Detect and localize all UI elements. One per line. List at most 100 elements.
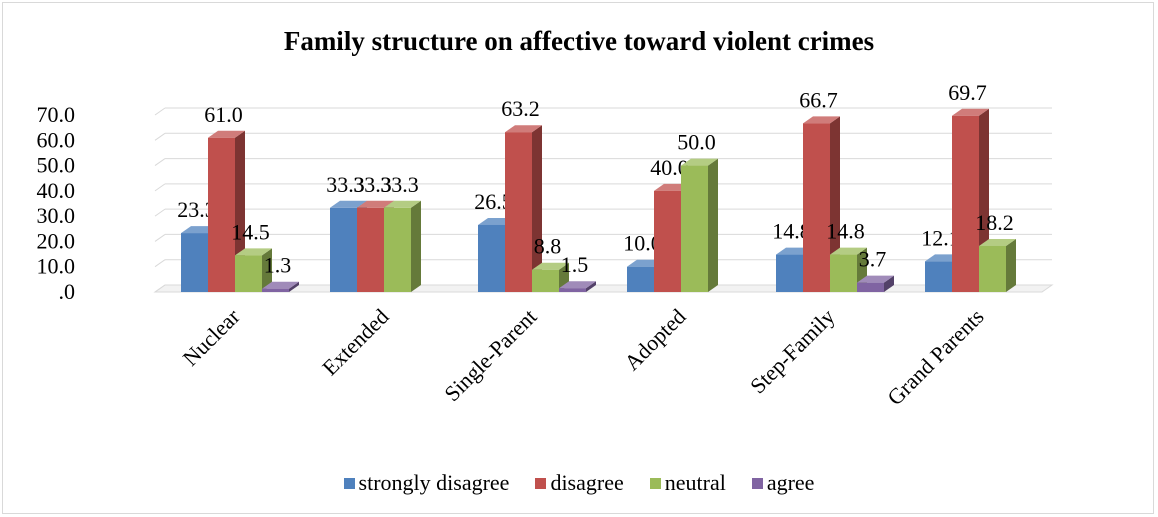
bar-top [384,200,421,208]
bar [208,130,245,292]
data-label: 3.7 [859,247,887,272]
data-label: 1.3 [264,253,292,278]
bar-front [925,261,952,292]
data-label: 14.8 [826,219,865,244]
bar-front [681,165,708,292]
bar [532,262,569,292]
legend-label: strongly disagree [358,470,510,495]
bar-front [803,123,830,292]
bar-top [235,248,272,256]
bar [235,248,272,292]
y-tick-label: 10.0 [37,254,76,279]
bar-side [830,116,840,292]
bar [857,275,894,292]
y-tick-label: .0 [59,279,76,304]
y-tick-label: 50.0 [37,153,76,178]
bar-side [289,281,299,292]
bar-front [857,282,884,292]
gridline-depth [154,284,166,293]
data-label: 8.8 [534,234,562,259]
bar [559,281,596,292]
gridline-depth [154,234,166,242]
bar-side [1006,238,1016,292]
gridline-depth [154,183,166,192]
bar [803,116,840,292]
data-label: 1.5 [561,252,589,277]
chart-plot: .010.020.030.040.050.060.070.023.361.014… [37,80,1054,410]
bar-front [235,255,262,292]
y-tick-label: 40.0 [37,178,76,203]
gridline-depth [154,208,166,217]
legend-swatch [751,477,763,489]
data-label: 33.3 [326,172,365,197]
legend-item: strongly disagree [343,470,510,496]
bar-front [559,288,586,292]
bar-top [857,275,894,283]
bar [384,200,421,292]
y-tick-label: 60.0 [37,127,76,152]
bar-top [979,238,1016,246]
legend-label: disagree [550,470,624,495]
bar-top [505,125,542,133]
bar [262,281,299,292]
bar-top [803,116,840,124]
gridline-depth [154,158,166,166]
bar-top [952,108,989,116]
bar [505,125,542,293]
data-label: 33.3 [353,172,392,197]
legend-swatch [649,477,661,489]
data-label: 33.3 [380,172,419,197]
bar-front [208,137,235,292]
bar-front [505,132,532,292]
y-tick-label: 30.0 [37,203,76,228]
bar-side [411,200,421,292]
bar-front [181,233,208,292]
bar [979,238,1016,292]
bar-top [357,200,394,208]
data-label: 50.0 [677,130,716,155]
gridline-depth [154,107,166,116]
gridline-depth [154,259,166,268]
bar-side [586,281,596,292]
legend-swatch [343,477,355,489]
data-label: 18.2 [975,210,1014,235]
bar-front [478,224,505,292]
data-label: 66.7 [799,87,838,112]
bar-front [357,207,384,292]
bar-top [532,262,569,270]
bar-front [262,288,289,292]
bar-side [884,275,894,292]
legend-item: neutral [649,470,726,496]
bar-front [830,254,857,292]
bar-front [627,266,654,292]
data-label: 63.2 [501,96,540,121]
bar-top [262,281,299,289]
legend-swatch [535,477,547,489]
legend-item: disagree [535,470,624,496]
bar-front [330,207,357,292]
y-tick-label: 20.0 [37,228,76,253]
bar [681,158,718,292]
gridline-depth [154,132,166,141]
x-tick-label: Adopted [619,304,690,375]
bar-front [654,190,681,292]
bar-top [208,130,245,138]
legend-label: neutral [664,470,726,495]
x-tick-label: Step-Family [745,304,840,399]
bar-front [979,245,1006,292]
bar-top [559,281,596,289]
x-tick-label: Nuclear [178,303,245,370]
bar-front [776,254,803,292]
x-tick-label: Grand Parents [882,304,988,410]
x-tick-label: Single-Parent [439,304,541,406]
x-tick-label: Extended [317,304,393,380]
chart-title: Family structure on affective toward vio… [283,26,875,56]
y-tick-label: 70.0 [37,102,76,127]
bar-side [532,125,542,293]
bar-side [708,158,718,292]
bar-front [952,115,979,292]
legend-item: agree [751,470,815,496]
bar-front [532,269,559,292]
legend-label: agree [766,470,815,495]
data-label: 61.0 [204,102,243,127]
